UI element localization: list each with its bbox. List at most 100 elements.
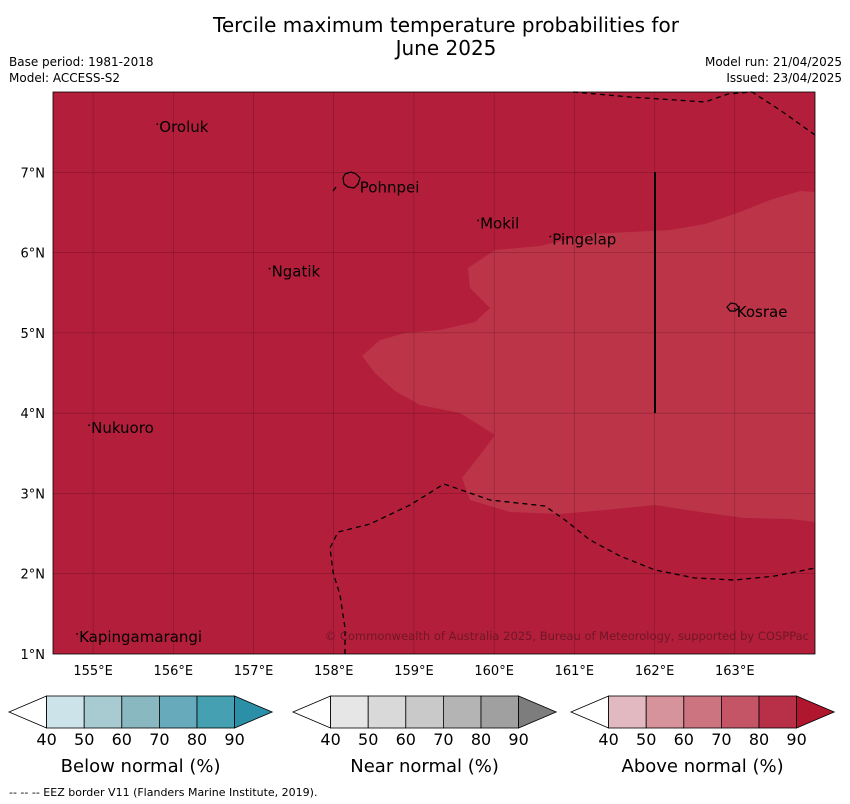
lat-tick-label: 4°N xyxy=(21,407,46,422)
place-label: Pohnpei xyxy=(360,178,420,196)
place-marker xyxy=(268,267,271,270)
map-title: Tercile maximum temperature probabilitie… xyxy=(0,14,850,60)
meta-right: Model run: 21/04/2025 Issued: 23/04/2025 xyxy=(705,54,842,86)
model-name: Model: ACCESS-S2 xyxy=(9,71,121,85)
lon-tick-label: 155°E xyxy=(73,664,113,679)
place-label: Pingelap xyxy=(552,231,616,249)
colorbar-segment xyxy=(46,695,85,729)
colorbar-segment xyxy=(608,695,647,729)
eez-border-north xyxy=(572,91,816,136)
map-title-line2: June 2025 xyxy=(395,36,497,60)
colorbar-tick-label: 70 xyxy=(433,730,453,749)
place-label: Kosrae xyxy=(737,303,788,321)
place-labels: Oroluk Pohnpei Mokil Pingelap Ngatik Kosrae Nu… xyxy=(76,118,787,646)
map-panel: Oroluk Pohnpei Mokil Pingelap Ngatik Kosrae Nu… xyxy=(52,91,816,655)
lon-tick-label: 159°E xyxy=(394,664,434,679)
colorbar-segment xyxy=(758,695,797,729)
colorbar-upper-arrow xyxy=(518,695,558,729)
colorbar-segment xyxy=(645,695,685,729)
place-label: Kapingamarangi xyxy=(79,628,202,646)
lat-tick-label: 6°N xyxy=(21,247,46,262)
colorbar-lower-arrow xyxy=(291,695,332,729)
model-run: Model run: 21/04/2025 xyxy=(704,55,842,69)
place-marker xyxy=(156,123,159,126)
colorbar-tick-label: 80 xyxy=(187,730,207,749)
colorbar-tick-label: 50 xyxy=(636,730,656,749)
lon-tick-label: 162°E xyxy=(635,664,675,679)
lat-tick-label: 7°N xyxy=(21,166,46,181)
place-label: Oroluk xyxy=(159,118,208,136)
axis-labels: 155°E 156°E 157°E 158°E 159°E 160°E 161°E 162°E… xyxy=(21,166,755,679)
eez-line-pohnpei xyxy=(332,186,337,192)
place-label: Nukuoro xyxy=(91,419,154,437)
lon-tick-label: 163°E xyxy=(715,664,755,679)
colorbar-segment xyxy=(683,695,722,729)
copyright-notice: © Commonwealth of Australia 2025, Bureau… xyxy=(325,629,809,643)
colorbar-tick-label: 90 xyxy=(786,730,806,749)
place-marker xyxy=(88,424,90,427)
colorbar-title: Above normal (%) xyxy=(622,756,784,777)
issued-date: Issued: 23/04/2025 xyxy=(726,71,842,85)
lon-tick-label: 158°E xyxy=(314,664,354,679)
lat-tick-label: 1°N xyxy=(21,648,46,663)
colorbar-tick-label: 40 xyxy=(36,730,56,749)
place-marker xyxy=(356,183,359,186)
colorbar-tick-label: 70 xyxy=(711,730,731,749)
colorbar-segment xyxy=(158,695,198,729)
colorbar-tick-label: 80 xyxy=(749,730,769,749)
colorbar-lower-arrow xyxy=(569,695,609,729)
colorbar-tick-label: 60 xyxy=(112,730,132,749)
colorbar-segment xyxy=(330,695,369,729)
colorbar-segment xyxy=(405,695,444,729)
lat-tick-label: 5°N xyxy=(21,327,46,342)
above-normal-70-80-region xyxy=(362,191,815,522)
colorbar-title: Near normal (%) xyxy=(350,756,499,777)
colorbar-segment xyxy=(442,695,482,729)
colorbar-segment xyxy=(367,695,407,729)
place-marker xyxy=(76,633,78,635)
colorbar-lower-arrow xyxy=(7,695,47,729)
base-period: Base period: 1981-2018 xyxy=(9,55,154,69)
lat-tick-label: 2°N xyxy=(21,568,46,583)
colorbar-title: Below normal (%) xyxy=(61,756,221,777)
map-frame xyxy=(52,91,816,655)
colorbar-tick-label: 80 xyxy=(471,730,491,749)
lon-tick-label: 160°E xyxy=(474,664,514,679)
colorbar-tick-label: 90 xyxy=(508,730,528,749)
colorbar-segment xyxy=(83,695,123,729)
eez-border-south xyxy=(329,483,816,654)
colorbar-segment xyxy=(196,695,235,729)
lat-tick-label: 3°N xyxy=(21,487,46,502)
lon-tick-label: 156°E xyxy=(154,664,194,679)
colorbar-tick-label: 40 xyxy=(598,730,618,749)
colorbar-segment xyxy=(480,695,519,729)
place-marker xyxy=(477,219,480,222)
place-label: Mokil xyxy=(480,214,519,232)
colorbar-tick-label: 50 xyxy=(74,730,94,749)
colorbar-upper-arrow xyxy=(234,695,274,729)
pohnpei-coastline xyxy=(342,171,361,189)
eez-footer-note: -- -- -- EEZ border V11 (Flanders Marine… xyxy=(9,786,318,799)
place-marker xyxy=(733,307,736,310)
map-title-line1: Tercile maximum temperature probabilitie… xyxy=(213,13,679,37)
lon-tick-label: 157°E xyxy=(234,664,274,679)
colorbar-tick-label: 60 xyxy=(674,730,694,749)
colorbar-segment xyxy=(121,695,160,729)
place-marker xyxy=(549,235,552,238)
colorbar-upper-arrow xyxy=(796,695,836,729)
colorbar-segment xyxy=(721,695,760,729)
colorbar-tick-label: 40 xyxy=(320,730,340,749)
lon-tick-label: 161°E xyxy=(555,664,595,679)
colorbar-tick-label: 50 xyxy=(358,730,378,749)
place-label: Ngatik xyxy=(272,263,321,281)
colorbar-tick-label: 90 xyxy=(224,730,244,749)
meta-left: Base period: 1981-2018 Model: ACCESS-S2 xyxy=(9,54,154,86)
colorbar-1: 40 50 60 70 80 90 Near normal (%) xyxy=(291,695,558,777)
colorbar-tick-label: 70 xyxy=(149,730,169,749)
colorbar-tick-label: 60 xyxy=(396,730,416,749)
kosrae-coastline xyxy=(726,302,740,312)
